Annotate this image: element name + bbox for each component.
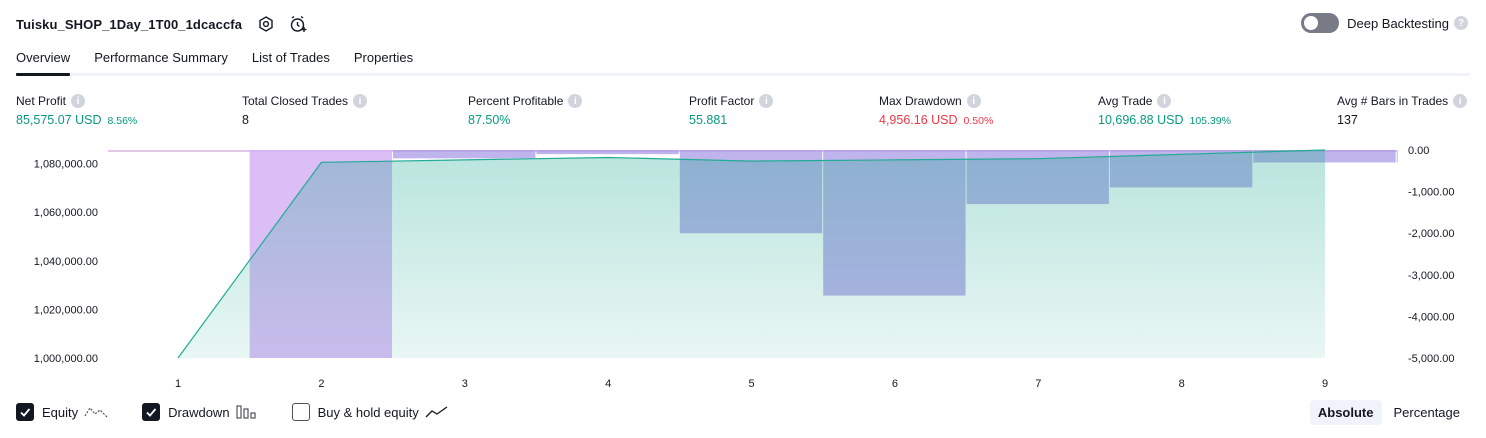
metric-value: 87.50% (468, 113, 511, 127)
x-axis-tick: 3 (462, 378, 468, 390)
metric-label: Total Closed Trades (242, 94, 349, 108)
metric-value: 4,956.16 USD (879, 113, 958, 127)
metric-value: 85,575.07 USD (16, 113, 102, 127)
metric-label: Net Profit (16, 94, 67, 108)
buy-hold-line-icon (425, 405, 449, 419)
x-axis-tick: 9 (1322, 378, 1328, 390)
equity-drawdown-chart[interactable]: 1,000,000.00 1,020,000.00 1,040,000.00 1,06… (0, 140, 1486, 395)
drawdown-bar[interactable] (536, 150, 679, 155)
metric-avg-trade: Avg Trade i 10,696.88 USD 105.39% (1098, 93, 1231, 127)
legend-equity[interactable]: Equity (16, 403, 108, 421)
scale-mode-switch: Absolute Percentage (1306, 400, 1468, 425)
left-axis-tick: 1,060,000.00 (34, 207, 98, 219)
legend-buy-hold-equity[interactable]: Buy & hold equity (291, 403, 449, 421)
settings-icon[interactable] (256, 14, 276, 34)
metric-label: Max Drawdown (879, 94, 962, 108)
right-axis-tick: -2,000.00 (1408, 228, 1454, 240)
tab-list-of-trades[interactable]: List of Trades (251, 50, 330, 65)
metric-value: 55.881 (689, 113, 728, 127)
info-icon[interactable]: i (568, 94, 583, 108)
left-axis-tick: 1,040,000.00 (34, 256, 98, 268)
legend-drawdown-label: Drawdown (168, 404, 230, 420)
left-axis-tick: 1,000,000.00 (34, 353, 98, 365)
metric-total-closed-trades: Total Closed Trades i 8 (242, 93, 368, 127)
metric-value: 10,696.88 USD (1098, 113, 1184, 127)
strategy-title: Tuisku_SHOP_1Day_1T00_1dcaccfa (16, 16, 243, 32)
absolute-button[interactable]: Absolute (1309, 400, 1382, 425)
tabs-divider (16, 73, 1470, 76)
metric-label: Avg # Bars in Trades (1337, 94, 1449, 108)
metric-profit-factor: Profit Factor i 55.881 (689, 93, 774, 127)
metric-label: Avg Trade (1098, 94, 1153, 108)
buy-hold-checkbox[interactable] (291, 403, 310, 421)
left-axis-tick: 1,080,000.00 (34, 159, 98, 171)
right-axis-tick: -4,000.00 (1408, 311, 1454, 323)
x-axis-tick: 5 (748, 378, 754, 390)
right-axis-tick: -5,000.00 (1408, 353, 1454, 365)
help-icon[interactable]: ? (1454, 16, 1468, 30)
metric-percent: 8.56% (107, 115, 138, 127)
metric-percent-profitable: Percent Profitable i 87.50% (468, 93, 583, 127)
strategy-header: Tuisku_SHOP_1Day_1T00_1dcaccfa (16, 12, 308, 36)
metric-percent: 0.50% (963, 115, 994, 127)
info-icon[interactable]: i (1453, 94, 1468, 108)
report-tabs: Overview Performance Summary List of Tra… (16, 46, 437, 76)
info-icon[interactable]: i (966, 94, 981, 108)
info-icon[interactable]: i (759, 94, 774, 108)
deep-backtesting-label: Deep Backtesting (1347, 15, 1449, 31)
legend-buy-hold-label: Buy & hold equity (317, 404, 419, 420)
metric-max-drawdown: Max Drawdown i 4,956.16 USD 0.50% (879, 93, 993, 127)
chart-legend: Equity Drawdown Buy & hold equity (16, 403, 483, 421)
metric-value: 137 (1337, 113, 1358, 127)
x-axis-tick: 6 (892, 378, 898, 390)
right-axis-tick: -3,000.00 (1408, 270, 1454, 282)
legend-equity-label: Equity (42, 404, 79, 420)
info-icon[interactable]: i (353, 94, 368, 108)
drawdown-checkbox[interactable] (142, 403, 161, 421)
metric-avg-bars-in-trades: Avg # Bars in Trades i 137 (1337, 93, 1468, 127)
metric-value: 8 (242, 113, 249, 127)
info-icon[interactable]: i (1157, 94, 1172, 108)
metric-label: Profit Factor (689, 94, 755, 108)
x-axis-tick: 7 (1035, 378, 1041, 390)
tab-properties[interactable]: Properties (353, 50, 414, 65)
equity-checkbox[interactable] (16, 403, 34, 421)
deep-backtesting-switch[interactable] (1301, 13, 1340, 33)
metric-net-profit: Net Profit i 85,575.07 USD 8.56% (16, 93, 137, 127)
equity-line[interactable] (177, 149, 1326, 359)
x-axis-tick: 1 (175, 378, 181, 390)
equity-line-icon (84, 405, 108, 419)
drawdown-bars-icon (235, 405, 258, 419)
drawdown-bar[interactable] (393, 150, 536, 159)
percentage-button[interactable]: Percentage (1393, 405, 1461, 420)
metric-percent: 105.39% (1189, 115, 1231, 127)
right-axis-tick: 0.00 (1408, 145, 1429, 157)
info-icon[interactable]: i (71, 94, 86, 108)
x-axis-tick: 4 (605, 378, 611, 390)
equity-area (178, 150, 1325, 358)
add-alert-icon[interactable] (288, 14, 308, 34)
tab-performance-summary[interactable]: Performance Summary (94, 50, 228, 65)
left-axis-tick: 1,020,000.00 (34, 304, 98, 316)
deep-backtesting-toggle[interactable]: Deep Backtesting ? (1301, 13, 1468, 33)
drawdown-bar[interactable] (1396, 150, 1398, 163)
right-axis-tick: -1,000.00 (1408, 187, 1454, 199)
x-axis-tick: 8 (1179, 378, 1185, 390)
metric-label: Percent Profitable (468, 94, 564, 108)
tab-overview[interactable]: Overview (16, 46, 71, 76)
x-axis-tick: 2 (318, 378, 324, 390)
legend-drawdown[interactable]: Drawdown (142, 403, 257, 421)
